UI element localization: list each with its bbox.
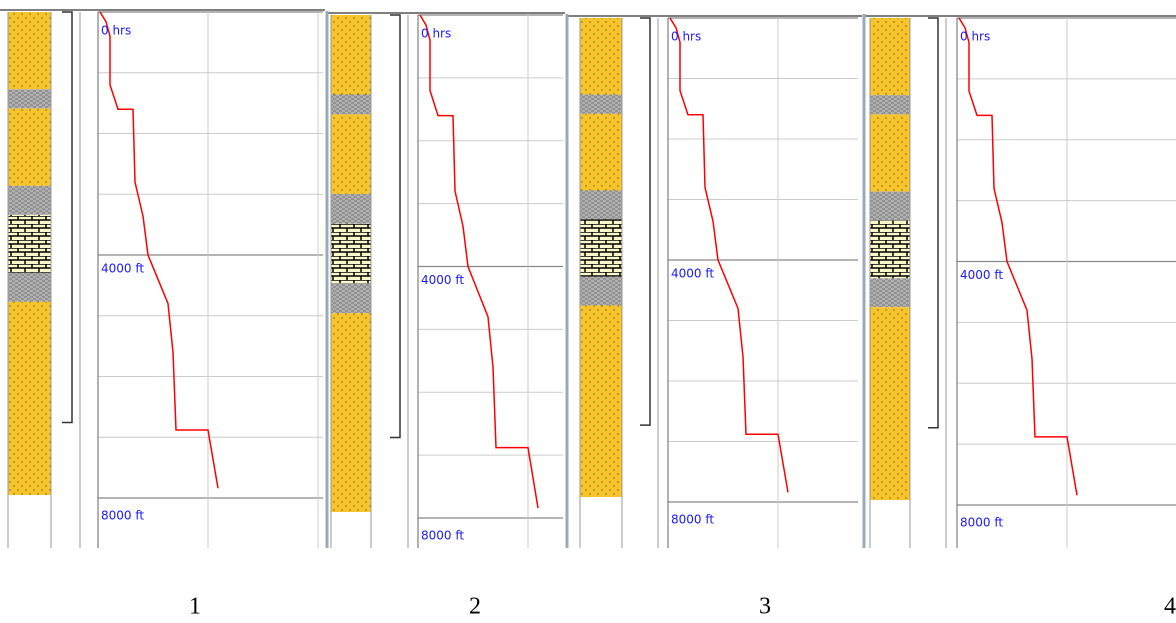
depth-label: 0 hrs (421, 27, 451, 41)
log-panel: 0 hrs 4000 ft 8000 ft 1 (0, 10, 325, 620)
lithology-layer (331, 114, 371, 194)
depth-bracket (390, 15, 400, 437)
log-panel: 0 hrs 4000 ft 8000 ft 3 (567, 14, 862, 620)
lithology-layer (580, 305, 622, 497)
log-panel: 0 hrs 4000 ft 8000 ft 4 (864, 14, 1176, 620)
plot-area (98, 12, 323, 548)
lithology-layer (580, 95, 622, 114)
lithology-layer (870, 18, 910, 95)
depth-label: 8000 ft (101, 509, 144, 523)
lithology-layer (870, 307, 910, 500)
panel-caption: 1 (189, 594, 201, 620)
lithology-layer (331, 194, 371, 224)
lithology-layer (8, 12, 51, 89)
lithology-layer (870, 278, 910, 307)
depth-label: 4000 ft (671, 267, 714, 281)
depth-label: 0 hrs (671, 30, 701, 44)
depth-label: 8000 ft (421, 529, 464, 543)
lithology-layer (331, 224, 371, 284)
lithology-layer (331, 313, 371, 512)
depth-bracket (62, 12, 72, 423)
screenshot: 0 hrs 4000 ft 8000 ft 1 0 hrs 4000 ft 8000 ft 2… (0, 0, 1176, 623)
log-panel: 0 hrs 4000 ft 8000 ft 2 (327, 11, 565, 620)
lithology-layer (8, 89, 51, 108)
page: 0 hrs 4000 ft 8000 ft 1 0 hrs 4000 ft 8000 ft 2… (0, 0, 1176, 623)
lithology-layer (870, 95, 910, 114)
lithology-layer (8, 215, 51, 273)
depth-label: 0 hrs (101, 24, 131, 38)
depth-bracket (640, 18, 650, 425)
panel-caption: 2 (469, 594, 481, 620)
lithology-layer (580, 114, 622, 191)
depth-bracket (928, 18, 938, 428)
lithology-layer (8, 273, 51, 302)
panel-caption: 3 (759, 594, 771, 620)
depth-label: 8000 ft (671, 513, 714, 527)
lithology-layer (870, 220, 910, 278)
plot-area (668, 18, 858, 548)
depth-label: 4000 ft (421, 273, 464, 287)
lithology-layer (580, 277, 622, 306)
lithology-layer (870, 192, 910, 221)
lithology-layer (331, 283, 371, 313)
depth-label: 0 hrs (960, 30, 990, 44)
lithology-layer (8, 186, 51, 215)
lithology-layer (331, 95, 371, 115)
depth-label: 4000 ft (960, 268, 1003, 282)
lithology-layer (580, 18, 622, 95)
lithology-layer (580, 190, 622, 219)
lithology-layer (8, 109, 51, 186)
lithology-layer (580, 219, 622, 276)
lithology-layer (8, 302, 51, 495)
panel-caption: 4 (1164, 594, 1176, 620)
lithology-layer (331, 15, 371, 95)
depth-label: 8000 ft (960, 516, 1003, 530)
lithology-layer (870, 114, 910, 191)
depth-label: 4000 ft (101, 262, 144, 276)
